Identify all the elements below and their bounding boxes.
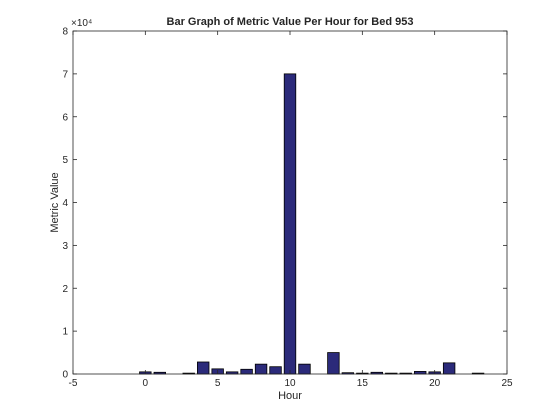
bar-hour-10 <box>283 73 297 375</box>
y-axis-label: Metric Value <box>49 172 61 232</box>
y-tick-label: 2 <box>62 284 68 295</box>
x-tick-label: 0 <box>143 378 149 389</box>
bar-hour-9 <box>269 366 282 375</box>
x-tick-label: 15 <box>357 378 369 389</box>
bar-hour-8 <box>254 363 268 375</box>
bar-hour-11 <box>298 363 311 375</box>
chart-title: Bar Graph of Metric Value Per Hour for B… <box>167 16 414 28</box>
y-tick-label: 8 <box>62 27 68 38</box>
x-tick-label: 25 <box>501 378 513 389</box>
x-tick-label: 20 <box>429 378 441 389</box>
x-tick-label: 5 <box>215 378 221 389</box>
y-tick-label: 5 <box>62 155 68 166</box>
y-tick-label: 7 <box>62 69 68 80</box>
bar-hour-13 <box>327 352 340 375</box>
y-tick-label: 4 <box>62 198 68 209</box>
y-tick-label: 1 <box>62 327 68 338</box>
bars-layer <box>139 73 485 375</box>
y-tick-label: 3 <box>62 241 68 252</box>
bar-hour-7 <box>240 368 253 375</box>
x-tick-label: 10 <box>284 378 296 389</box>
bar-hour-4 <box>197 361 210 375</box>
y-axis-exponent: ×10⁴ <box>71 18 92 29</box>
bar-hour-21 <box>442 362 456 375</box>
y-tick-label: 6 <box>62 112 68 123</box>
x-tick-label: -5 <box>69 378 78 389</box>
x-axis-label: Hour <box>278 390 302 402</box>
y-tick-label: 0 <box>62 370 68 381</box>
